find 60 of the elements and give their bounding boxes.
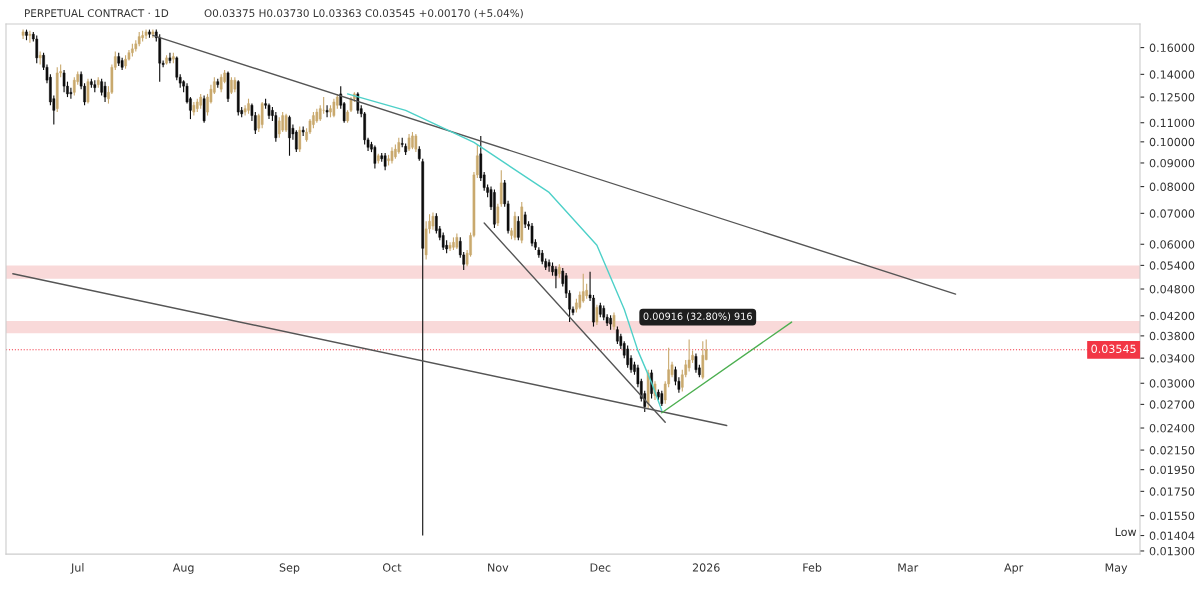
y-tick-label: 0.03400 bbox=[1149, 354, 1195, 363]
candlestick bbox=[260, 101, 264, 129]
y-tick-label: 0.06000 bbox=[1149, 240, 1195, 249]
candlestick bbox=[69, 87, 73, 100]
candlestick bbox=[295, 129, 298, 153]
candlestick bbox=[284, 113, 288, 133]
candlestick bbox=[325, 104, 329, 118]
y-tick-label: 0.11000 bbox=[1149, 118, 1195, 128]
y-tick-label: 0.01550 bbox=[1149, 511, 1195, 521]
ref-line-label: 0.03545 bbox=[1091, 344, 1136, 354]
y-tick-label: 0.03000 bbox=[1149, 379, 1195, 388]
y-tick-label: 0.14000 bbox=[1149, 70, 1195, 79]
y-tick-label: 0.04800 bbox=[1149, 284, 1195, 294]
y-tick-label: 0.09000 bbox=[1149, 158, 1195, 168]
x-tick-label: Aug bbox=[172, 563, 194, 574]
y-tick-label: 0.02150 bbox=[1149, 446, 1195, 455]
candlestick bbox=[62, 69, 66, 93]
annotation: 0.00916 (32.80%) 916 bbox=[643, 312, 752, 322]
y-tick-label: 0.02400 bbox=[1149, 423, 1195, 433]
x-tick-label: Jul bbox=[70, 563, 84, 574]
y-tick-label: 0.08000 bbox=[1149, 182, 1195, 191]
x-tick-label: Apr bbox=[1004, 563, 1024, 574]
candlestick bbox=[626, 345, 629, 369]
candlestick bbox=[332, 98, 336, 118]
y-tick-label: 0.01300 bbox=[1149, 546, 1195, 556]
y-tick-label: 0.02700 bbox=[1149, 400, 1195, 409]
candlestick bbox=[274, 111, 278, 143]
x-tick-label: Sep bbox=[279, 563, 300, 574]
candlestick bbox=[288, 115, 291, 157]
y-tick-label: 0.05400 bbox=[1149, 261, 1195, 270]
y-tick-label: 0.10000 bbox=[1149, 137, 1195, 147]
x-tick-label: Mar bbox=[898, 563, 919, 572]
x-tick-label: Feb bbox=[803, 563, 822, 572]
y-tick-label: 0.03800 bbox=[1149, 331, 1195, 341]
candlestick bbox=[25, 29, 28, 41]
annotation: Low bbox=[1115, 527, 1137, 537]
y-tick-label: 0.07000 bbox=[1149, 209, 1195, 218]
chart-title: PERPETUAL CONTRACT · 1D bbox=[25, 9, 169, 18]
y-tick-label: 0.01950 bbox=[1149, 465, 1195, 475]
candlestick bbox=[687, 339, 691, 373]
x-tick-label: May bbox=[1105, 563, 1128, 574]
chart-subtitle: O0.03375 H0.03730 L0.03363 C0.03545 +0.00170 (+5.04%) bbox=[204, 9, 523, 19]
y-tick-label: 0.16000 bbox=[1149, 43, 1195, 52]
y-tick-label: 0.01404 bbox=[1149, 531, 1195, 540]
candlestick bbox=[513, 211, 517, 241]
candlestick bbox=[329, 104, 332, 118]
candlestick bbox=[247, 98, 250, 115]
y-tick-label: 0.04200 bbox=[1149, 311, 1195, 321]
y-tick-label: 0.12500 bbox=[1149, 93, 1195, 102]
y-tick-label: 0.01750 bbox=[1149, 487, 1195, 496]
candlestick bbox=[356, 91, 360, 115]
candlestick bbox=[414, 133, 418, 153]
x-tick-label: Oct bbox=[382, 563, 402, 572]
x-tick-label: Dec bbox=[590, 563, 611, 572]
candlestick bbox=[103, 81, 107, 103]
x-tick-label: Nov bbox=[488, 563, 509, 572]
candlestick bbox=[277, 116, 281, 139]
candlestick bbox=[517, 215, 520, 241]
x-tick-label: 2026 bbox=[692, 563, 720, 572]
candlestick bbox=[72, 76, 76, 97]
